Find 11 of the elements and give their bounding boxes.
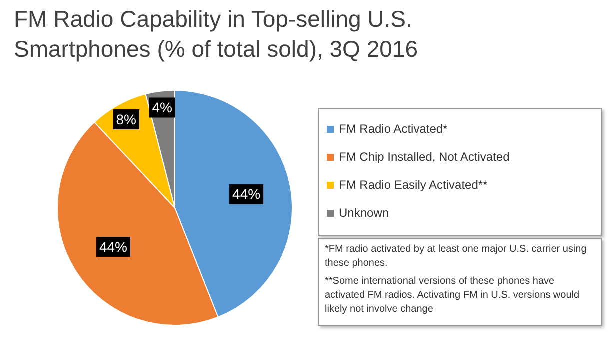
data-label: 8% xyxy=(116,111,136,128)
legend-label: FM Radio Activated* xyxy=(339,122,448,136)
data-label: 4% xyxy=(152,100,172,116)
legend-label: FM Radio Easily Activated** xyxy=(339,178,488,192)
chart-title: FM Radio Capability in Top-selling U.S. Smartphones (% of total sold), 3Q 2016 xyxy=(14,5,419,64)
legend-label: Unknown xyxy=(339,206,390,220)
legend-label: FM Chip Installed, Not Activated xyxy=(339,150,510,164)
data-label: 44% xyxy=(99,238,128,255)
text: **Some international versions of these phones have activated FM radios. Activating FM in U.S. versions would likely not involve change xyxy=(325,275,581,317)
data-label: 44% xyxy=(232,186,261,202)
text: *FM radio activated by at least one major U.S. carrier using these phones. xyxy=(325,243,588,271)
